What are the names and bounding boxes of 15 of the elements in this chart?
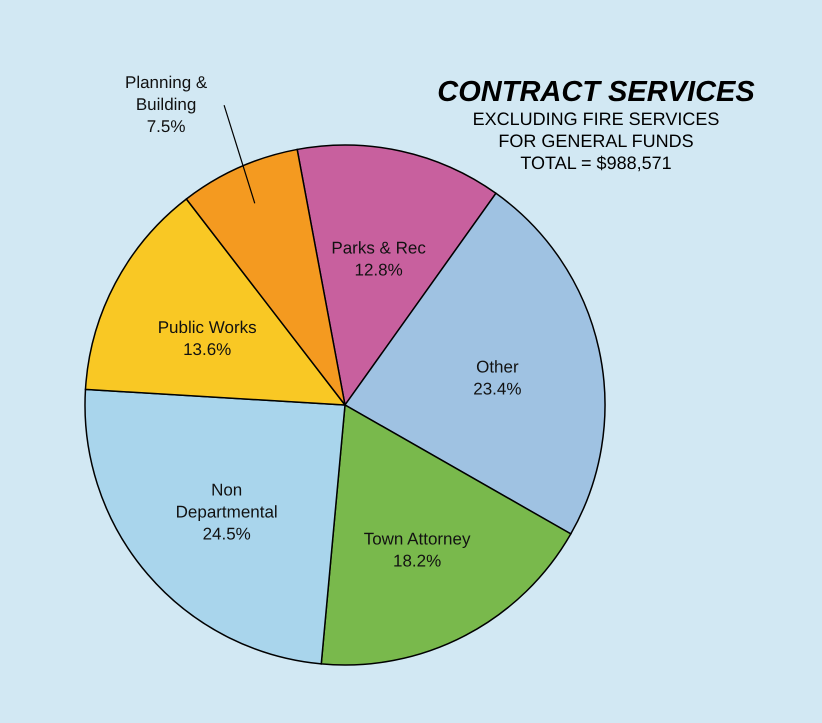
slice-label: Town Attorney <box>364 529 471 548</box>
data-label: 18.2% <box>392 551 442 570</box>
data-label: 12.8% <box>354 260 403 280</box>
data-label: 24.5% <box>202 524 251 544</box>
chart-title: CONTRACT SERVICES <box>437 76 756 108</box>
data-label: 13.6% <box>183 340 232 359</box>
slice-label: Parks & Rec <box>331 238 426 258</box>
text: TOTAL = $988,571 <box>520 153 672 173</box>
slice-label: Non Departmental <box>176 480 278 522</box>
text: EXCLUDING FIRE SERVICES FOR GENERAL FUNDS <box>472 109 720 151</box>
slice-label: Planning & Building <box>124 73 208 114</box>
data-label: 7.5% <box>146 117 186 136</box>
data-label: 23.4% <box>473 380 522 398</box>
slice-label: Public Works <box>158 318 257 337</box>
slice-label: Other <box>476 358 519 376</box>
